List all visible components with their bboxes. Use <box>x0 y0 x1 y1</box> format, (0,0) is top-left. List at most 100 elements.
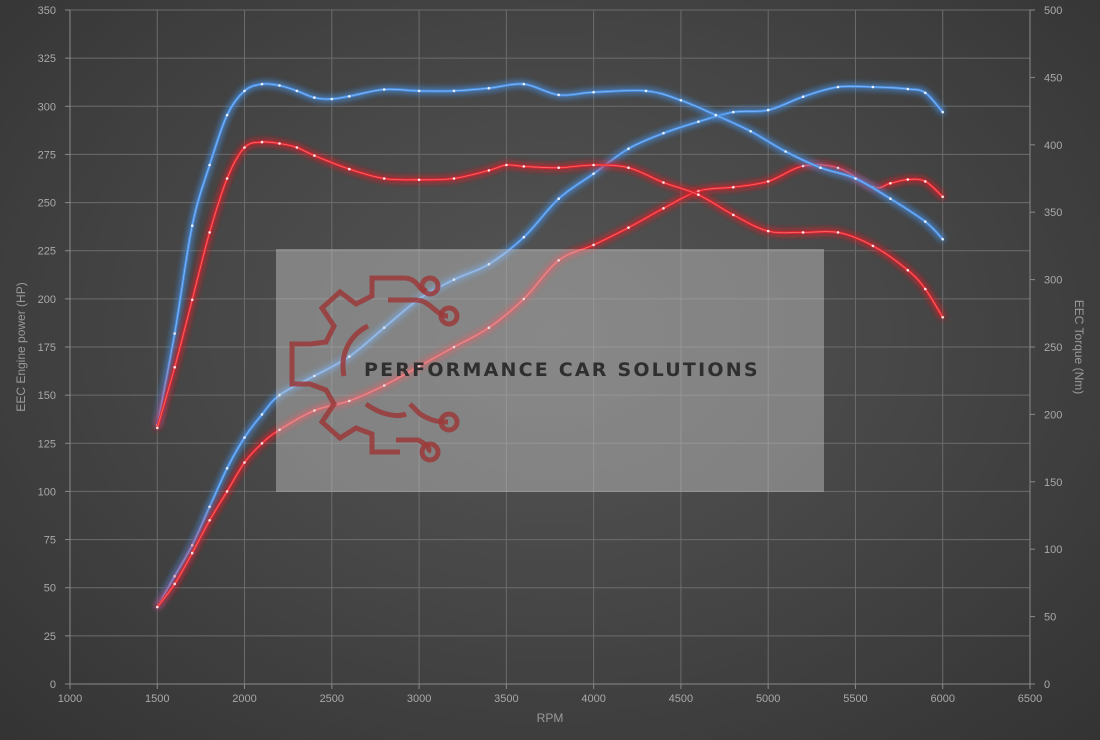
watermark: PERFORMANCE CAR SOLUTIONS <box>276 249 824 492</box>
x-tick-label: 3500 <box>494 693 518 705</box>
data-point <box>173 582 176 586</box>
data-point <box>924 220 927 223</box>
data-point <box>505 163 508 167</box>
data-point <box>557 93 560 97</box>
data-point <box>243 89 246 93</box>
data-point <box>801 231 805 234</box>
x-tick-label: 6500 <box>1018 693 1042 705</box>
data-point <box>941 110 944 114</box>
data-point <box>278 393 281 397</box>
data-point <box>295 89 299 93</box>
y-axis-title-right: EEC Torque (Nm) <box>1072 300 1086 394</box>
data-point <box>784 150 787 153</box>
y-tick-label-left: 100 <box>38 486 56 498</box>
data-point <box>924 287 927 291</box>
y-tick-label-left: 50 <box>44 583 56 595</box>
data-point <box>173 332 176 335</box>
data-point <box>487 86 491 90</box>
data-point <box>278 84 281 87</box>
x-tick-label: 1500 <box>145 693 169 705</box>
data-point <box>348 355 351 358</box>
data-point <box>819 166 822 169</box>
data-point <box>732 213 735 217</box>
axes: 1000 1500 2000 2500 3000 3500 4000 4500 5000 5500… <box>38 5 1063 705</box>
y-tick-label-right: 500 <box>1044 5 1062 17</box>
watermark-panel <box>276 249 824 492</box>
data-point <box>557 197 560 200</box>
x-axis-title: RPM <box>537 711 564 725</box>
x-tick-label: 1000 <box>58 693 82 705</box>
x-tick-label: 4500 <box>669 693 693 705</box>
data-point <box>836 85 840 89</box>
data-point <box>330 97 334 101</box>
y-axis-title-left: EEC Engine power (HP) <box>14 282 28 411</box>
data-point <box>627 166 630 169</box>
data-point <box>766 229 770 233</box>
y-tick-label-left: 350 <box>38 5 56 17</box>
data-point <box>487 262 491 266</box>
data-point <box>941 316 944 319</box>
data-point <box>348 167 351 171</box>
data-point <box>906 178 910 181</box>
y-tick-label-right: 150 <box>1044 477 1062 489</box>
data-point <box>592 90 595 94</box>
data-point <box>260 413 264 416</box>
data-point <box>313 96 316 99</box>
y-tick-label-left: 275 <box>38 149 56 161</box>
data-point <box>243 461 246 464</box>
series-line-core <box>156 83 943 426</box>
y-tick-label-left: 250 <box>38 198 56 210</box>
data-point <box>801 164 805 168</box>
data-point <box>836 231 840 234</box>
data-point <box>417 178 421 182</box>
data-point <box>417 365 421 368</box>
data-point <box>278 428 281 432</box>
data-point <box>417 89 421 93</box>
y-tick-label-left: 25 <box>44 631 56 643</box>
data-point <box>382 384 386 387</box>
y-tick-label-left: 125 <box>38 438 56 450</box>
data-point <box>592 163 595 167</box>
data-point <box>452 177 456 180</box>
data-point <box>260 82 264 86</box>
data-point <box>313 374 316 378</box>
data-point <box>941 195 944 199</box>
data-point <box>697 120 700 123</box>
data-point <box>592 172 595 175</box>
data-point <box>452 278 456 281</box>
data-point <box>348 399 351 403</box>
data-point <box>732 110 735 114</box>
data-point <box>766 180 770 183</box>
x-tick-label: 2500 <box>320 693 344 705</box>
y-tick-label-left: 150 <box>38 390 56 402</box>
data-point <box>627 226 630 229</box>
data-point <box>173 574 176 578</box>
data-point <box>487 326 491 330</box>
data-point <box>871 85 875 89</box>
data-point <box>278 142 281 145</box>
data-point <box>871 244 875 248</box>
data-point <box>662 181 665 184</box>
data-point <box>190 224 194 227</box>
data-point <box>662 207 665 210</box>
data-point <box>243 146 246 149</box>
data-point <box>906 268 910 272</box>
x-tick-label: 4000 <box>581 693 605 705</box>
data-point <box>522 297 526 301</box>
data-point <box>924 180 927 183</box>
data-point <box>190 551 194 555</box>
y-tick-label-left: 300 <box>38 101 56 113</box>
data-point <box>522 235 526 239</box>
data-point <box>889 197 892 200</box>
data-point <box>313 409 316 412</box>
y-tick-label-right: 350 <box>1044 207 1062 219</box>
y-tick-label-right: 0 <box>1044 679 1050 691</box>
y-tick-label-right: 400 <box>1044 140 1062 152</box>
data-point <box>382 88 386 91</box>
data-point <box>522 82 526 86</box>
data-point <box>348 95 351 98</box>
data-point <box>732 185 735 189</box>
data-point <box>749 130 752 133</box>
